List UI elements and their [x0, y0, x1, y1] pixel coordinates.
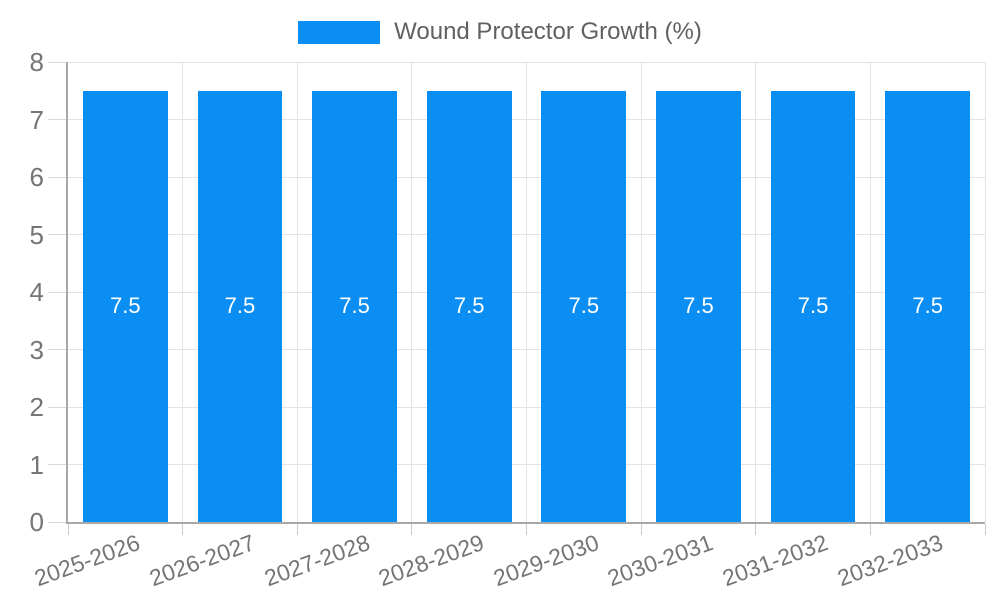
y-tick-label: 5: [29, 219, 44, 250]
bar: 7.5: [656, 90, 741, 522]
x-tick-mark: [411, 524, 413, 535]
v-gridline: [411, 62, 413, 522]
x-axis-label: 2030-2031: [604, 529, 717, 592]
x-tick-mark: [67, 524, 69, 535]
v-gridline: [755, 62, 757, 522]
bar-value-label: 7.5: [224, 293, 256, 319]
v-gridline: [296, 62, 298, 522]
x-axis-line: [66, 522, 985, 524]
bar: 7.5: [426, 90, 512, 522]
y-tick-label: 7: [29, 104, 44, 135]
legend-swatch: [298, 20, 381, 44]
x-tick-mark: [526, 524, 527, 535]
y-tick-mark: [48, 234, 66, 235]
bar-value-label: 7.5: [912, 293, 943, 319]
y-tick-label: 6: [29, 162, 44, 192]
x-tick-mark: [296, 524, 298, 535]
v-gridline: [640, 62, 642, 522]
bar-value-label: 7.5: [453, 293, 485, 319]
x-axis-label: 2031-2032: [719, 529, 832, 592]
y-tick-mark: [48, 176, 66, 178]
y-tick-label: 2: [29, 392, 44, 422]
x-axis-label: 2027-2028: [260, 529, 373, 592]
y-tick-mark: [48, 406, 66, 408]
legend-label: Wound Protector Growth (%): [394, 18, 702, 45]
y-tick-mark: [48, 291, 66, 293]
y-tick-label: 3: [29, 334, 44, 365]
y-tick-mark: [48, 521, 66, 523]
v-gridline: [526, 62, 527, 522]
bar: 7.5: [82, 90, 168, 522]
x-axis-label: 2028-2029: [375, 529, 488, 592]
x-tick-mark: [755, 524, 757, 535]
v-gridline: [984, 62, 986, 522]
y-tick-mark: [48, 119, 66, 120]
y-axis-line: [66, 62, 68, 524]
v-gridline: [869, 62, 871, 522]
bar-value-label: 7.5: [683, 293, 714, 319]
x-tick-mark: [984, 524, 986, 535]
bar-value-label: 7.5: [110, 293, 141, 319]
y-tick-label: 8: [29, 47, 44, 77]
bar: 7.5: [770, 90, 856, 522]
y-tick-label: 4: [29, 277, 44, 307]
x-axis-label: 2032-2033: [833, 529, 946, 592]
x-axis-label: 2026-2027: [145, 529, 259, 592]
v-gridline: [182, 62, 184, 522]
y-axis: 0 1 2 3 4 5 6 7 8: [0, 49, 66, 535]
x-axis-label: 2025-2026: [31, 529, 144, 592]
y-tick-label: 1: [29, 449, 44, 480]
bar-value-label: 7.5: [339, 293, 370, 319]
bar: 7.5: [197, 90, 283, 522]
x-tick-mark: [182, 524, 184, 535]
bar: 7.5: [541, 90, 627, 522]
bar-value-label: 7.5: [797, 293, 829, 319]
x-tick-mark: [869, 524, 871, 535]
plot-area: 7.5 7.5 7.5 7.5 7.5 7.5 7.5 7.5: [66, 61, 986, 524]
legend: Wound Protector Growth (%): [0, 20, 1000, 44]
x-axis: 2025-2026 2026-2027 2027-2028 2028-2029 2029…: [31, 522, 986, 600]
bar: 7.5: [312, 90, 397, 522]
y-tick-mark: [48, 464, 66, 465]
x-axis-label: 2029-2030: [489, 529, 603, 592]
y-tick-mark: [48, 349, 66, 350]
y-tick-label: 0: [29, 507, 44, 537]
bar-value-label: 7.5: [568, 293, 600, 319]
y-tick-mark: [48, 61, 66, 63]
bar: 7.5: [885, 90, 971, 522]
x-tick-mark: [640, 524, 642, 535]
